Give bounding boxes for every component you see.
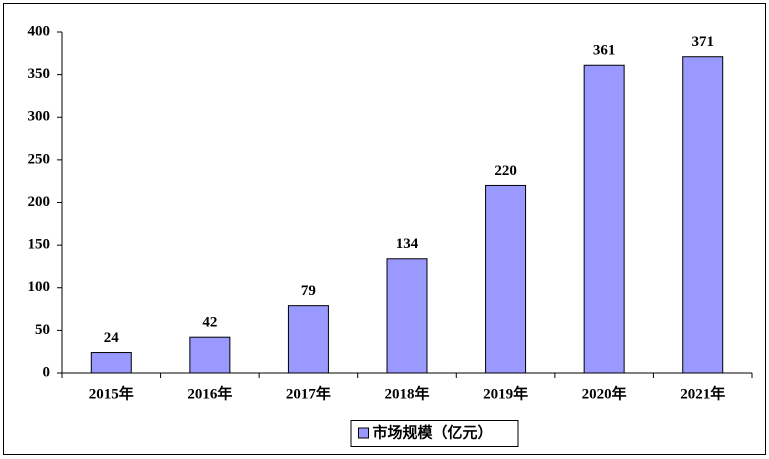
bar — [189, 336, 231, 374]
chart-border — [3, 3, 766, 455]
data-label: 134 — [396, 236, 419, 252]
bar — [485, 184, 527, 374]
y-tick-label: 50 — [35, 322, 50, 338]
x-tick-label: 2019年 — [483, 384, 528, 402]
y-tick-label: 400 — [28, 23, 51, 39]
legend-label: 市场规模（亿元） — [373, 423, 493, 441]
y-tick-label: 250 — [28, 151, 51, 167]
y-tick-label: 0 — [43, 364, 51, 380]
data-label: 79 — [301, 283, 316, 299]
bar — [386, 258, 428, 374]
data-label: 24 — [104, 330, 120, 346]
y-tick-label: 350 — [28, 66, 51, 82]
y-tick-label: 200 — [28, 194, 51, 210]
legend-box — [350, 420, 519, 447]
legend-swatch — [358, 427, 369, 439]
x-tick-label: 2018年 — [384, 384, 429, 402]
data-label: 42 — [202, 315, 217, 331]
bar — [287, 305, 329, 374]
bar — [682, 56, 724, 374]
x-tick-label: 2017年 — [286, 384, 331, 402]
x-tick-label: 2020年 — [582, 384, 627, 402]
x-tick-label: 2021年 — [680, 384, 725, 402]
y-tick-label: 300 — [28, 109, 51, 125]
x-tick-label: 2016年 — [187, 384, 232, 402]
data-label: 371 — [691, 34, 714, 50]
y-tick-label: 150 — [28, 237, 51, 253]
x-tick-label: 2015年 — [89, 384, 134, 402]
y-tick-label: 100 — [28, 279, 51, 295]
data-label: 361 — [593, 43, 616, 59]
data-label: 220 — [494, 163, 517, 179]
bar — [583, 64, 625, 374]
bar — [90, 352, 132, 374]
